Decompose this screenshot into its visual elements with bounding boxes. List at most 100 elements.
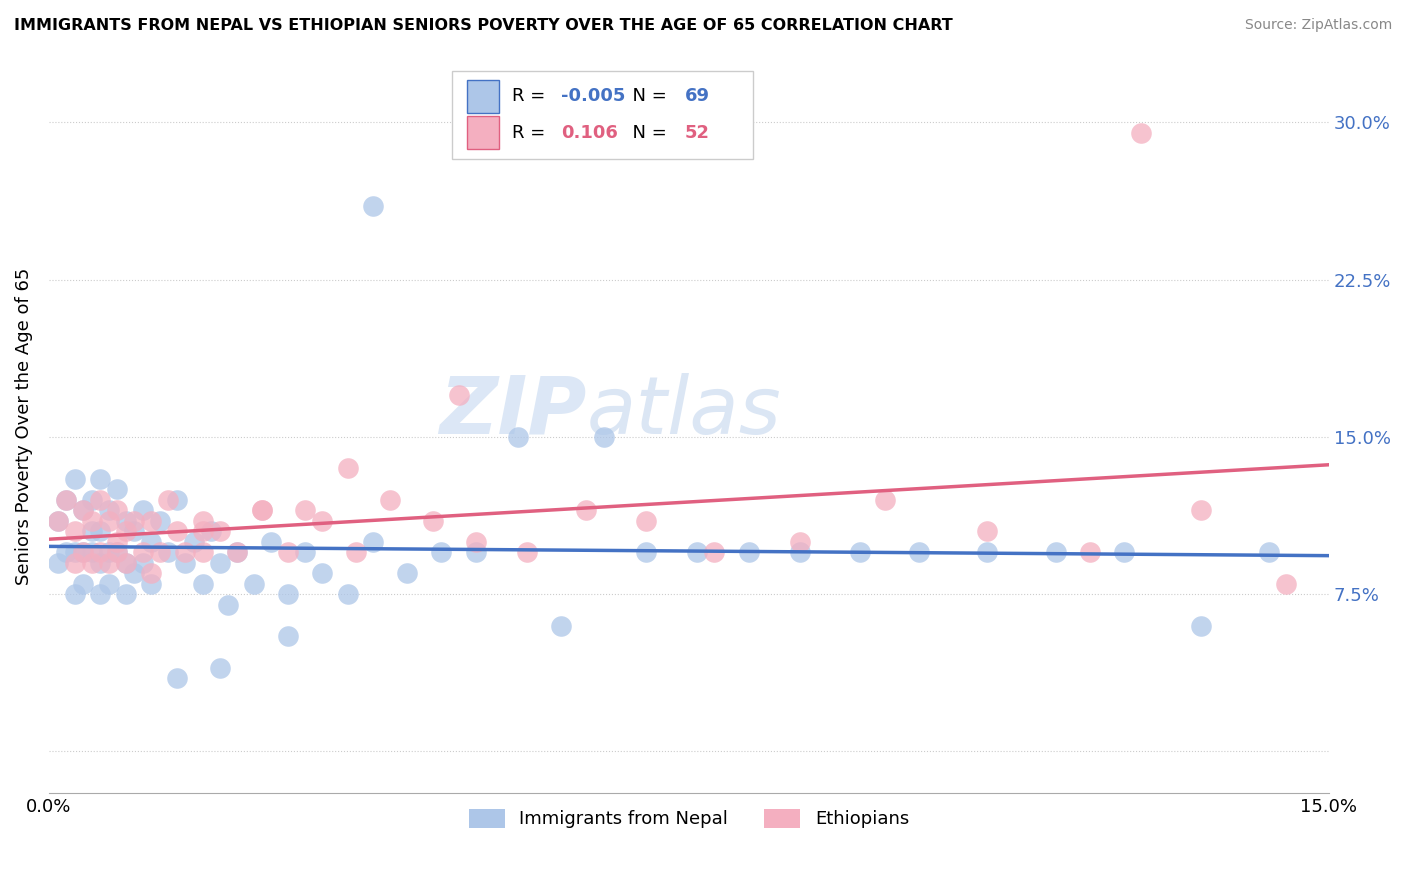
Point: [55, 492, 77, 507]
Point: [89, 545, 111, 559]
Point: [46, 556, 69, 570]
Point: [132, 503, 155, 517]
Point: [174, 556, 197, 570]
Point: [72, 545, 94, 559]
Point: [183, 534, 205, 549]
Point: [277, 545, 299, 559]
Point: [114, 556, 136, 570]
Point: [166, 524, 188, 539]
Text: -0.005: -0.005: [561, 87, 626, 105]
Point: [208, 660, 231, 674]
Point: [157, 545, 180, 559]
Text: 52: 52: [685, 124, 710, 142]
Point: [166, 671, 188, 685]
Point: [124, 566, 146, 581]
Point: [252, 503, 274, 517]
Text: IMMIGRANTS FROM NEPAL VS ETHIOPIAN SENIORS POVERTY OVER THE AGE OF 65 CORRELATIO: IMMIGRANTS FROM NEPAL VS ETHIOPIAN SENIO…: [14, 18, 953, 33]
Point: [1258, 545, 1281, 559]
Point: [63, 545, 86, 559]
Point: [217, 598, 239, 612]
Point: [97, 576, 120, 591]
Point: [149, 545, 172, 559]
Point: [976, 545, 998, 559]
Point: [105, 545, 128, 559]
Point: [575, 503, 598, 517]
Point: [46, 514, 69, 528]
Point: [422, 514, 444, 528]
Point: [277, 587, 299, 601]
Point: [105, 483, 128, 497]
Point: [516, 545, 538, 559]
Point: [149, 514, 172, 528]
Point: [1189, 503, 1212, 517]
Point: [875, 492, 897, 507]
Point: [550, 618, 572, 632]
Point: [447, 388, 470, 402]
Text: 69: 69: [685, 87, 710, 105]
Point: [63, 524, 86, 539]
Point: [361, 199, 384, 213]
Point: [105, 503, 128, 517]
Point: [636, 545, 658, 559]
Text: N =: N =: [621, 124, 672, 142]
Point: [89, 524, 111, 539]
Legend: Immigrants from Nepal, Ethiopians: Immigrants from Nepal, Ethiopians: [461, 802, 917, 836]
Point: [1112, 545, 1135, 559]
Text: R =: R =: [512, 87, 551, 105]
Point: [294, 503, 316, 517]
Point: [361, 534, 384, 549]
Point: [141, 514, 163, 528]
Point: [464, 534, 486, 549]
Point: [114, 524, 136, 539]
Point: [97, 514, 120, 528]
Point: [225, 545, 247, 559]
Point: [737, 545, 759, 559]
Text: N =: N =: [621, 87, 672, 105]
Point: [80, 545, 103, 559]
Point: [114, 556, 136, 570]
Point: [191, 524, 214, 539]
Text: R =: R =: [512, 124, 557, 142]
Point: [976, 524, 998, 539]
Point: [191, 576, 214, 591]
Point: [89, 492, 111, 507]
Point: [132, 556, 155, 570]
Point: [848, 545, 870, 559]
Point: [260, 534, 283, 549]
Point: [72, 545, 94, 559]
Point: [636, 514, 658, 528]
Point: [191, 514, 214, 528]
Point: [191, 545, 214, 559]
Point: [114, 514, 136, 528]
Point: [63, 556, 86, 570]
Point: [336, 461, 359, 475]
Point: [89, 556, 111, 570]
FancyBboxPatch shape: [467, 117, 499, 150]
Point: [1189, 618, 1212, 632]
Point: [464, 545, 486, 559]
Point: [63, 587, 86, 601]
Point: [242, 576, 264, 591]
Point: [124, 514, 146, 528]
Point: [124, 524, 146, 539]
Point: [703, 545, 725, 559]
Point: [157, 492, 180, 507]
Point: [592, 430, 614, 444]
Point: [430, 545, 453, 559]
Point: [114, 587, 136, 601]
Point: [72, 503, 94, 517]
Point: [141, 566, 163, 581]
Point: [97, 545, 120, 559]
FancyBboxPatch shape: [453, 70, 752, 159]
Point: [252, 503, 274, 517]
Point: [1130, 126, 1153, 140]
Point: [166, 492, 188, 507]
Point: [89, 472, 111, 486]
Point: [277, 629, 299, 643]
Point: [46, 514, 69, 528]
Point: [908, 545, 931, 559]
Point: [80, 556, 103, 570]
FancyBboxPatch shape: [467, 79, 499, 112]
Point: [97, 503, 120, 517]
Point: [311, 514, 333, 528]
